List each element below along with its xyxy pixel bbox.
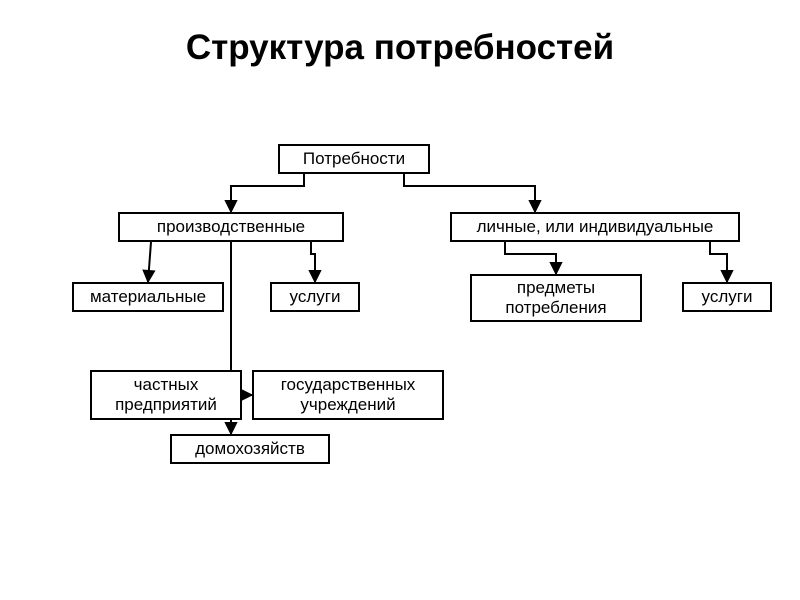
node-house: домохозяйств — [170, 434, 330, 464]
edge-pers-usl2 — [710, 242, 727, 282]
edge-root-prod — [231, 174, 304, 212]
node-priv: частныхпредприятий — [90, 370, 242, 420]
node-prod: производственные — [118, 212, 344, 242]
node-usl2: услуги — [682, 282, 772, 312]
node-items: предметыпотребления — [470, 274, 642, 322]
edge-prod-mat — [148, 242, 151, 282]
node-root: Потребности — [278, 144, 430, 174]
node-mat: материальные — [72, 282, 224, 312]
edge-pers-items — [505, 242, 556, 274]
edge-prod-usl1 — [311, 242, 315, 282]
node-gov: государственныхучреждений — [252, 370, 444, 420]
node-pers: личные, или индивидуальные — [450, 212, 740, 242]
edge-root-pers — [404, 174, 535, 212]
node-usl1: услуги — [270, 282, 360, 312]
needs-structure-diagram: Потребности производственные личные, или и… — [0, 0, 800, 600]
